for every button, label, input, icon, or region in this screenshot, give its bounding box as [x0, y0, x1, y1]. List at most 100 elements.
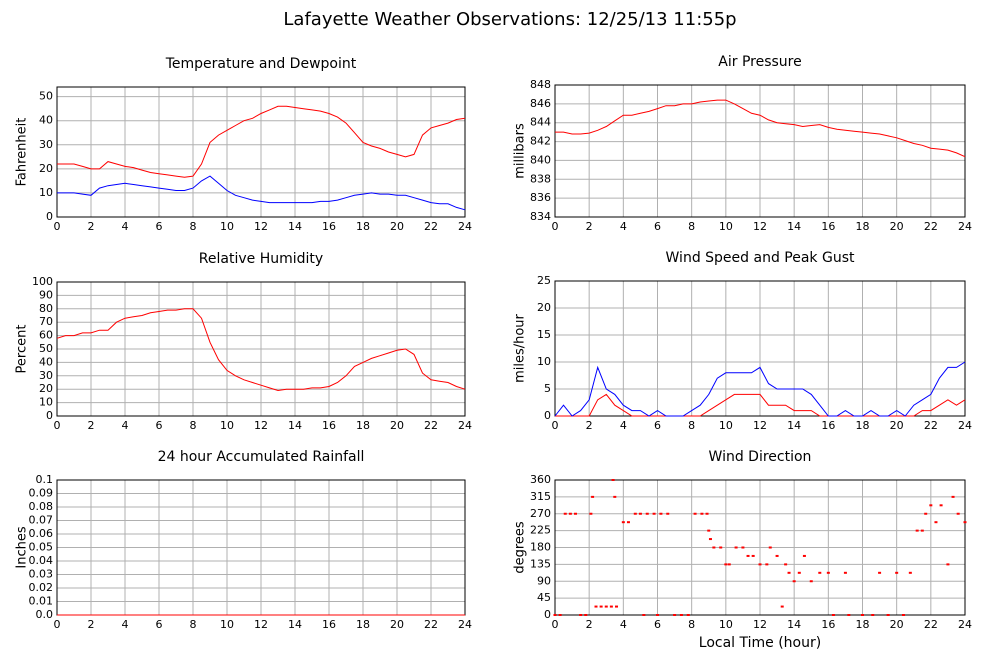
- x-tick-label: 2: [586, 618, 593, 631]
- x-tick-label: 14: [787, 419, 801, 432]
- data-point: [579, 614, 583, 616]
- data-point: [768, 546, 772, 549]
- y-axis-label: Inches: [15, 526, 30, 568]
- data-point: [574, 512, 577, 515]
- y-tick-label: 5: [544, 382, 551, 395]
- y-tick-label: 0.02: [29, 581, 54, 594]
- y-tick-label: 0.0: [36, 608, 54, 621]
- data-point: [746, 554, 750, 557]
- x-tick-label: 24: [958, 220, 972, 233]
- y-tick-label: 50: [39, 90, 53, 103]
- data-point: [621, 521, 625, 524]
- data-point: [609, 605, 613, 608]
- x-tick-label: 10: [220, 419, 234, 432]
- x-tick-label: 12: [254, 220, 268, 233]
- x-tick-label: 8: [688, 419, 695, 432]
- x-tick-label: 10: [220, 220, 234, 233]
- y-tick-label: 0: [46, 409, 53, 422]
- data-point: [939, 504, 943, 507]
- data-point: [591, 495, 595, 498]
- y-tick-label: 844: [530, 116, 551, 129]
- data-point: [558, 614, 562, 616]
- chart-title: 24 hour Accumulated Rainfall: [158, 449, 365, 465]
- x-tick-label: 16: [322, 220, 336, 233]
- y-tick-label: 40: [39, 355, 53, 368]
- data-point: [638, 512, 642, 515]
- data-point: [784, 563, 788, 566]
- y-tick-label: 20: [39, 382, 53, 395]
- data-point: [707, 529, 711, 532]
- data-point: [929, 504, 933, 507]
- data-line: [555, 393, 966, 417]
- x-tick-label: 8: [688, 618, 695, 631]
- data-line: [57, 105, 466, 178]
- chart-title: Wind Speed and Peak Gust: [666, 250, 855, 266]
- x-tick-label: 8: [190, 220, 197, 233]
- x-tick-label: 6: [654, 220, 661, 233]
- y-tick-label: 315: [530, 490, 551, 503]
- y-tick-label: 40: [39, 114, 53, 127]
- chart-title: Wind Direction: [709, 449, 812, 465]
- y-axis-label: degrees: [513, 521, 528, 574]
- x-tick-label: 22: [924, 220, 938, 233]
- y-tick-label: 0.03: [29, 568, 54, 581]
- data-point: [589, 512, 593, 515]
- data-point: [951, 495, 955, 498]
- y-tick-label: 60: [39, 329, 53, 342]
- x-tick-label: 4: [122, 220, 129, 233]
- plot-border: [554, 479, 966, 616]
- y-tick-label: 840: [530, 153, 551, 166]
- data-point: [584, 614, 588, 616]
- y-tick-label: 0.1: [36, 473, 54, 486]
- data-point: [946, 563, 950, 566]
- x-tick-label: 6: [156, 220, 163, 233]
- data-point: [679, 614, 683, 616]
- data-point: [652, 512, 656, 515]
- x-tick-label: 20: [390, 618, 404, 631]
- x-tick-label: 20: [890, 220, 904, 233]
- x-tick-label: 0: [552, 220, 559, 233]
- y-tick-label: 0.01: [29, 595, 54, 608]
- x-tick-label: 16: [821, 618, 835, 631]
- data-point: [705, 512, 709, 515]
- data-point: [797, 571, 801, 574]
- y-tick-label: 0.04: [29, 554, 54, 567]
- data-point: [802, 554, 806, 557]
- data-point: [633, 512, 637, 515]
- x-tick-label: 12: [753, 220, 767, 233]
- data-point: [908, 571, 912, 574]
- data-line: [56, 308, 466, 392]
- y-tick-label: 90: [39, 288, 53, 301]
- y-tick-label: 270: [530, 507, 551, 520]
- data-point: [645, 512, 649, 515]
- x-tick-label: 0: [552, 419, 559, 432]
- x-tick-label: 12: [753, 419, 767, 432]
- data-point: [686, 614, 690, 616]
- y-tick-label: 0: [46, 210, 53, 223]
- x-tick-label: 16: [821, 220, 835, 233]
- x-tick-label: 4: [620, 220, 627, 233]
- data-point: [594, 605, 598, 608]
- y-tick-label: 0.05: [29, 541, 54, 554]
- data-point: [724, 563, 728, 566]
- x-tick-label: 10: [719, 419, 733, 432]
- data-point: [871, 614, 875, 616]
- x-tick-label: 6: [156, 419, 163, 432]
- x-tick-label: 24: [458, 618, 472, 631]
- x-tick-label: 22: [424, 220, 438, 233]
- data-point: [642, 614, 646, 616]
- data-point: [775, 554, 779, 557]
- x-tick-label: 22: [924, 618, 938, 631]
- plot-border: [554, 280, 966, 417]
- y-tick-label: 10: [39, 396, 53, 409]
- plot-border: [56, 86, 466, 218]
- x-tick-label: 12: [254, 618, 268, 631]
- x-tick-label: 20: [890, 419, 904, 432]
- data-point: [934, 521, 938, 524]
- x-tick-label: 6: [654, 419, 661, 432]
- x-tick-label: 6: [156, 618, 163, 631]
- data-point: [626, 521, 630, 524]
- y-tick-label: 0.06: [29, 527, 54, 540]
- y-tick-label: 30: [39, 369, 53, 382]
